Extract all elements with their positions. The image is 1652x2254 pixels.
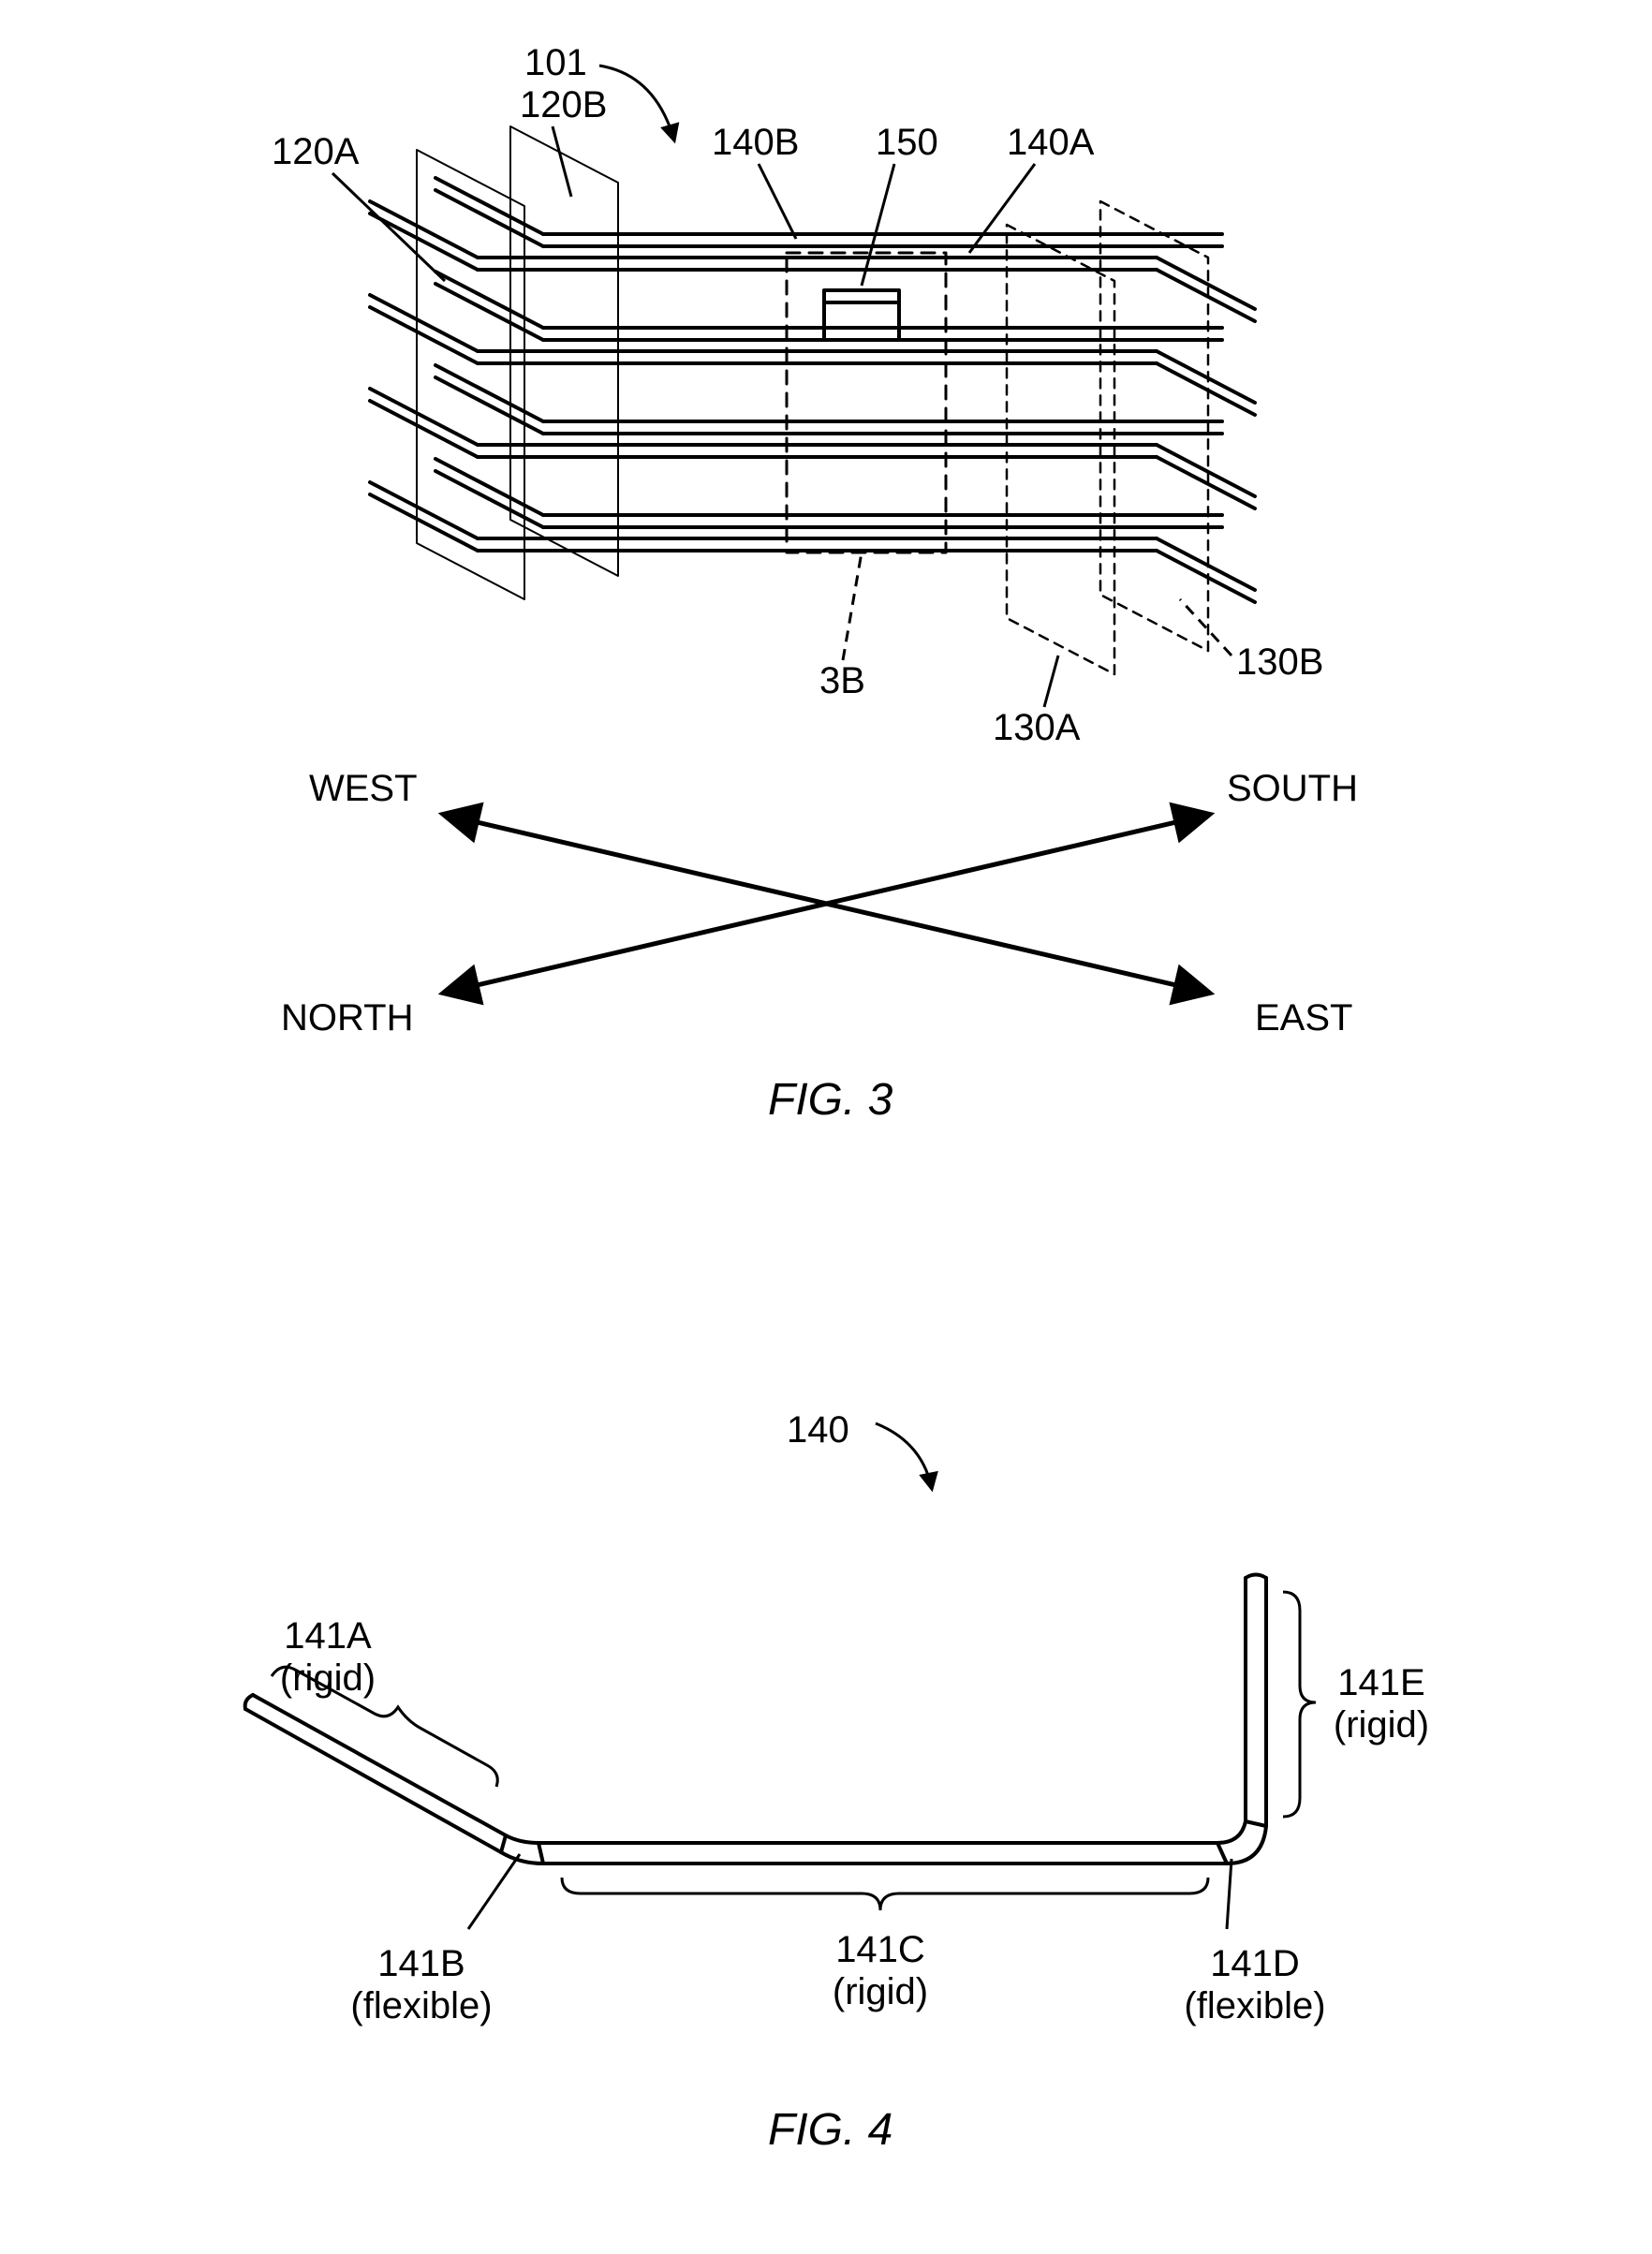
plate-130A <box>1007 225 1114 674</box>
label-140A: 140A <box>1007 122 1095 163</box>
label-140: 140 <box>787 1409 849 1451</box>
fig4-caption: FIG. 4 <box>768 2105 892 2155</box>
label-141C-2: (rigid) <box>833 1971 928 2012</box>
label-150: 150 <box>876 122 938 163</box>
label-120B: 120B <box>520 84 607 125</box>
label-141E-1: 141E <box>1337 1662 1424 1703</box>
compass-north: NORTH <box>281 997 413 1039</box>
fig3-labels: 101 120A 120B 140B 150 140A 3B 130A 130 <box>272 42 1323 748</box>
label-141D-2: (flexible) <box>1184 1985 1325 2026</box>
fig4-rod <box>245 1575 1266 1864</box>
label-141A-1: 141A <box>284 1615 372 1657</box>
label-141B-2: (flexible) <box>350 1985 492 2026</box>
label-140B: 140B <box>712 122 799 163</box>
label-141B-1: 141B <box>377 1943 465 1984</box>
label-101: 101 <box>524 42 587 83</box>
label-130A: 130A <box>993 707 1081 748</box>
crossover-150 <box>824 290 899 340</box>
fig4-labels: 141A (rigid) 141E (rigid) 141B (flexible… <box>280 1615 1429 2026</box>
compass-east: EAST <box>1255 997 1352 1039</box>
fig3-assembly <box>370 126 1255 674</box>
label-130B: 130B <box>1236 641 1323 683</box>
compass-west: WEST <box>309 768 418 809</box>
fig3-caption: FIG. 3 <box>768 1075 893 1125</box>
label-141A-2: (rigid) <box>280 1657 376 1699</box>
patent-figure-sheet: 101 120A 120B 140B 150 140A 3B 130A 130 <box>0 0 1652 2254</box>
detail-box-3B <box>787 253 946 552</box>
fig3-compass: WEST SOUTH NORTH EAST <box>281 768 1358 1039</box>
label-3B: 3B <box>819 660 865 701</box>
compass-south: SOUTH <box>1227 768 1358 809</box>
label-141E-2: (rigid) <box>1334 1704 1429 1746</box>
label-141C-1: 141C <box>835 1929 925 1970</box>
label-141D-1: 141D <box>1210 1943 1300 1984</box>
label-120A: 120A <box>272 131 360 172</box>
fig4: 140 <box>245 1409 1429 2155</box>
fig3: 101 120A 120B 140B 150 140A 3B 130A 130 <box>272 42 1358 1125</box>
